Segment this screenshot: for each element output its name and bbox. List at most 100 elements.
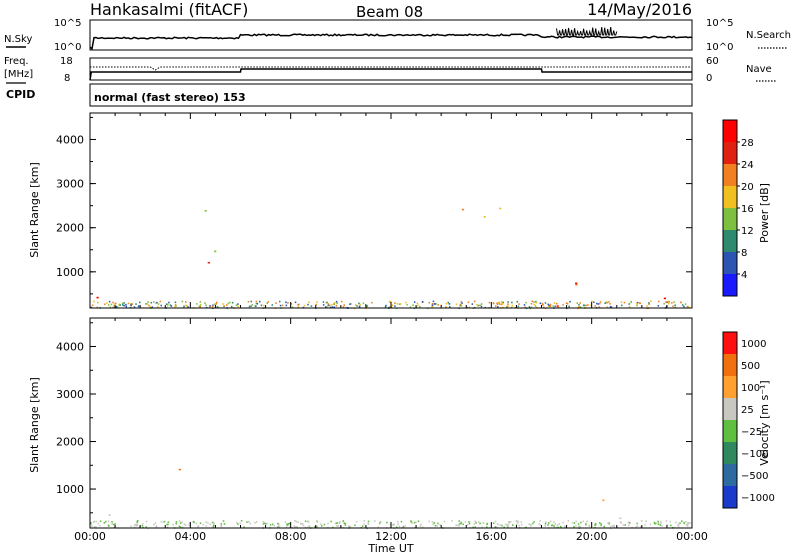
echo-cell	[367, 522, 369, 525]
velocity-colorbar: 1000 500 100 25 −25 −100 −500 −1000	[722, 331, 775, 509]
echo-cell	[248, 520, 250, 523]
echo-cell	[96, 296, 99, 299]
echo-cell	[466, 524, 469, 526]
echo-cell	[571, 521, 574, 524]
echo-cell	[213, 524, 215, 527]
echo-cell	[665, 520, 668, 522]
echo-cell	[196, 303, 198, 305]
echo-cell	[287, 302, 289, 304]
echo-cell	[205, 525, 208, 527]
echo-cell	[591, 300, 593, 303]
echo-cell	[331, 306, 334, 308]
echo-cell	[549, 303, 552, 306]
echo-cell	[237, 303, 239, 305]
echo-cell	[657, 523, 660, 525]
echo-cell	[367, 523, 370, 525]
echo-cell	[576, 302, 578, 304]
echo-cell	[688, 306, 690, 308]
echo-cell	[155, 526, 158, 528]
echo-cell	[214, 303, 216, 306]
echo-cell	[677, 524, 679, 527]
echo-cell	[622, 524, 625, 526]
echo-cell	[473, 523, 476, 525]
nave-tick-low: 0	[706, 73, 712, 84]
echo-cell	[216, 306, 219, 308]
echo-cell	[673, 301, 675, 303]
echo-cell	[507, 303, 509, 305]
noise-tick-low-right: 10^0	[706, 42, 733, 53]
echo-cell	[500, 300, 503, 303]
colorbar-segment	[723, 230, 737, 252]
colorbar-segment	[723, 376, 737, 398]
echo-cell	[544, 302, 547, 304]
echo-cell	[397, 520, 399, 523]
echo-cell	[146, 303, 148, 305]
echo-cell	[582, 304, 585, 307]
echo-cell	[135, 303, 137, 305]
echo-cell	[327, 303, 330, 305]
echo-cell	[479, 522, 481, 525]
echo-cell	[417, 304, 419, 307]
echo-cell	[681, 304, 684, 306]
echo-cell	[468, 521, 470, 523]
echo-cell	[590, 304, 592, 307]
echo-cell	[565, 302, 568, 304]
echo-cell	[333, 303, 335, 305]
echo-cell	[640, 525, 642, 528]
echo-cell	[271, 304, 273, 306]
echo-cell	[220, 523, 222, 525]
echo-cell	[279, 304, 282, 307]
noise-tick-low: 10^0	[54, 42, 81, 53]
echo-cell	[610, 306, 613, 308]
echo-cell	[288, 522, 291, 525]
echo-cell	[496, 302, 498, 305]
echo-cell	[476, 304, 479, 307]
echo-cell	[93, 300, 95, 303]
echo-cell	[367, 520, 370, 523]
echo-cell	[451, 520, 453, 522]
echo-cell	[90, 522, 92, 525]
echo-cell	[192, 521, 195, 523]
nsky-label: N.Sky	[4, 34, 32, 45]
echo-cell	[209, 306, 211, 308]
echo-cell	[638, 302, 641, 304]
echo-cell	[660, 521, 662, 523]
echo-cell	[199, 305, 201, 308]
echo-cell	[118, 304, 121, 306]
echo-cell	[319, 523, 322, 525]
echo-cell	[552, 305, 554, 307]
echo-cell	[212, 521, 215, 524]
power-panel: Slant Range [km] 1000 2000 3000 4000 4 8 12 16…	[28, 112, 771, 310]
echo-cell	[687, 521, 689, 524]
echo-cell	[386, 521, 388, 524]
echo-cell	[188, 524, 190, 526]
echo-cell	[457, 524, 459, 527]
echo-cell	[530, 523, 532, 526]
echo-cell	[339, 521, 341, 523]
echo-cell	[578, 303, 580, 306]
echo-cell	[107, 520, 110, 523]
echo-cell	[277, 522, 279, 525]
echo-cell	[325, 306, 327, 308]
echo-cell	[343, 304, 345, 306]
echo-cell	[686, 305, 689, 308]
echo-cell	[630, 301, 632, 304]
freq-panel: Freq. [MHz] 18 8 60 0 Nave CPID	[4, 56, 776, 101]
echo-cell	[150, 301, 153, 304]
echo-cell	[296, 526, 298, 528]
echo-cell	[648, 303, 650, 305]
echo-cell	[640, 520, 643, 522]
echo-cell	[335, 300, 338, 303]
echo-cell	[455, 524, 458, 526]
echo-cell	[215, 303, 217, 305]
echo-cell	[214, 250, 217, 253]
echo-cell	[579, 302, 581, 304]
echo-cell	[607, 522, 609, 524]
echo-cell	[178, 520, 181, 522]
echo-cell	[286, 524, 289, 526]
echo-cell	[587, 304, 589, 306]
echo-cell	[609, 306, 612, 308]
echo-cell	[497, 306, 499, 308]
echo-cell	[492, 522, 495, 524]
echo-cell	[307, 303, 309, 306]
